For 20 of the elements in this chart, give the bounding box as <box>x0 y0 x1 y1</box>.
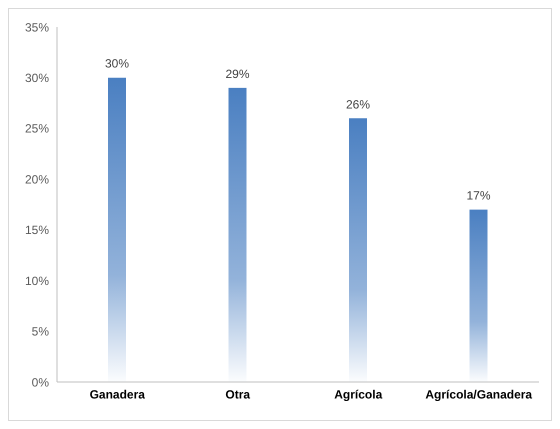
bar <box>470 210 488 382</box>
y-tick-label: 15% <box>24 223 50 238</box>
bar <box>349 118 367 382</box>
x-tick-label: Otra <box>225 388 250 402</box>
x-tick-label: Agrícola <box>334 388 383 402</box>
data-label: 30% <box>104 56 130 71</box>
x-tick-label: Ganadera <box>90 388 146 402</box>
y-tick-label: 10% <box>24 274 50 288</box>
data-label: 26% <box>346 97 370 112</box>
y-tick-label: 20% <box>24 172 50 186</box>
y-tick-label: 5% <box>32 324 50 339</box>
bar <box>108 78 126 382</box>
y-tick-label: 35% <box>24 20 50 34</box>
bar <box>228 88 246 382</box>
data-label: 17% <box>466 188 491 203</box>
y-tick-label: 30% <box>24 70 50 85</box>
y-tick-label: 25% <box>24 122 50 136</box>
y-tick-label: 0% <box>32 375 50 390</box>
data-label: 29% <box>225 66 250 81</box>
x-tick-label: Agrícola/Ganadera <box>425 388 532 402</box>
